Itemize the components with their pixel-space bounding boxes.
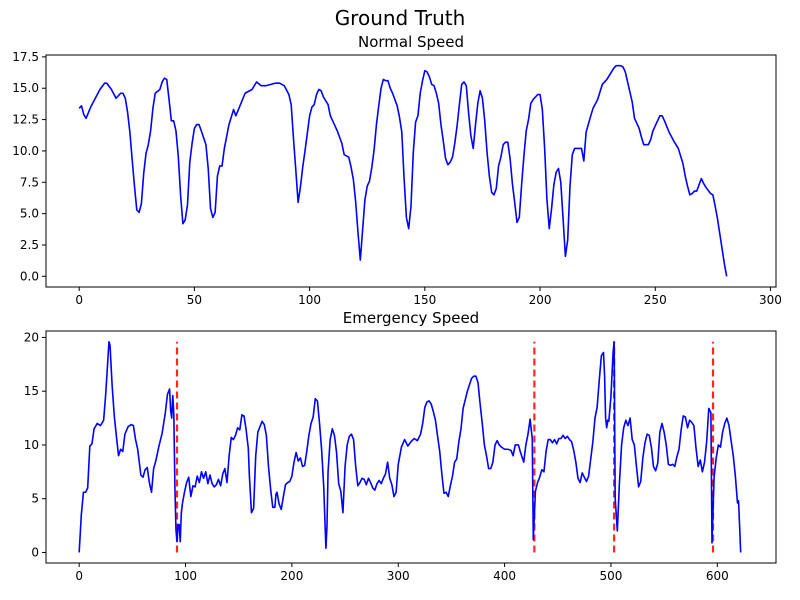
x-tick-label: 600 [706, 569, 729, 583]
chart-title: Emergency Speed [343, 309, 479, 327]
x-tick-label: 50 [187, 293, 202, 307]
chart-1: Normal Speed 0 50 100 150 200 250 300 0.0 2.5 5.0 7… [12, 33, 782, 307]
y-tick-label: 5.0 [20, 207, 39, 221]
y-tick-label: 17.5 [12, 50, 39, 64]
y-tick-label: 10.0 [12, 144, 39, 158]
x-tick-label: 0 [75, 569, 83, 583]
y-tick-label: 0 [31, 545, 39, 559]
chart-title: Normal Speed [358, 33, 464, 51]
y-tick-label: 5 [31, 492, 39, 506]
y-tick-label: 12.5 [12, 113, 39, 127]
x-tick-label: 500 [599, 569, 622, 583]
y-tick-label: 20 [24, 330, 39, 344]
x-tick-label: 200 [529, 293, 552, 307]
y-tick-label: 10 [24, 438, 39, 452]
plot-frame [45, 54, 777, 288]
series-line [78, 340, 742, 553]
x-tick-label: 150 [413, 293, 436, 307]
y-tick-label: 0.0 [20, 269, 39, 283]
figure-title: Ground Truth [334, 6, 466, 30]
x-tick-label: 0 [75, 293, 83, 307]
plot-frame [45, 330, 777, 564]
x-tick-label: 300 [759, 293, 782, 307]
y-tick-label: 2.5 [20, 238, 39, 252]
x-tick-label: 100 [174, 569, 197, 583]
chart-2: Emergency Speed 0 100 200 300 400 500 600 0 5 10 15… [24, 309, 777, 583]
x-tick-label: 100 [298, 293, 321, 307]
series-line [78, 64, 728, 277]
x-tick-label: 200 [280, 569, 303, 583]
x-tick-label: 300 [387, 569, 410, 583]
y-tick-label: 15 [24, 384, 39, 398]
x-tick-label: 250 [644, 293, 667, 307]
y-tick-label: 15.0 [12, 81, 39, 95]
y-tick-label: 7.5 [20, 175, 39, 189]
x-tick-label: 400 [493, 569, 516, 583]
